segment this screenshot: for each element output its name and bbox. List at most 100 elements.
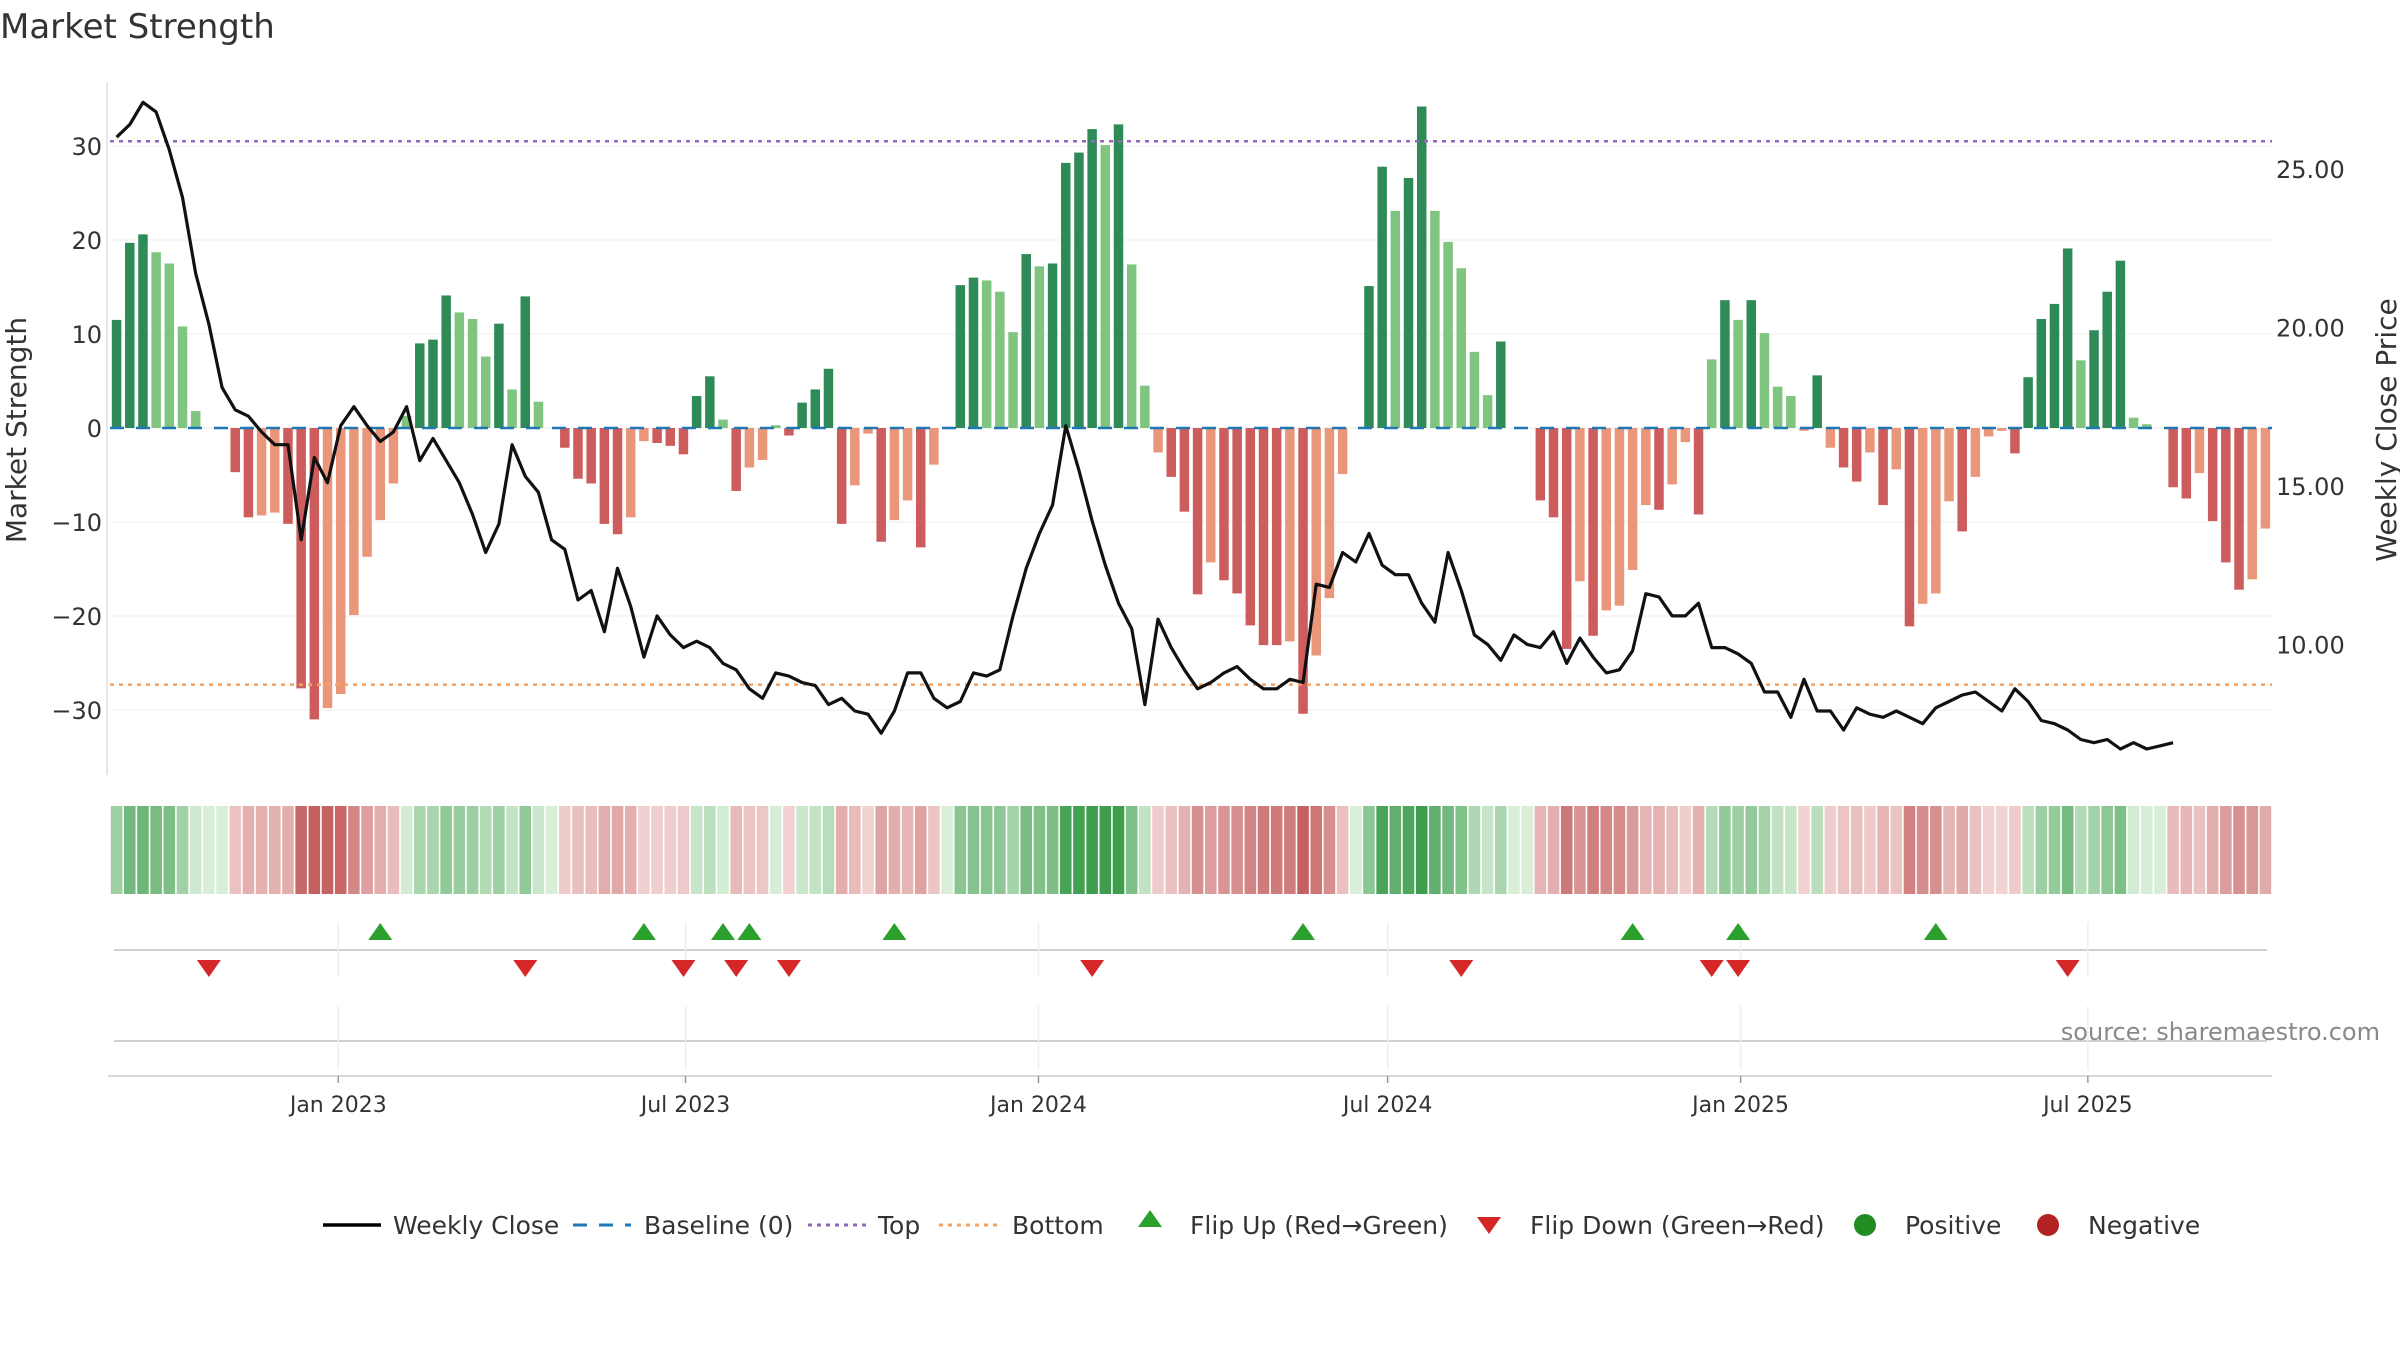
strip-cell [1824,806,1837,894]
strip-cell [163,806,176,894]
strip-cell [2167,806,2179,894]
flip-markers [114,922,2267,1070]
strength-bar [2089,330,2099,428]
flip-up-marker [368,923,393,940]
strength-bar [1759,333,1770,428]
strip-cell [1336,806,1349,894]
strip-cell [1033,806,1046,894]
strength-bar [902,428,913,501]
legend-swatch [1138,1210,1162,1227]
strength-bar [1561,428,1572,649]
strip-cell [2088,806,2100,894]
strip-cell [1323,806,1336,894]
strength-bar [810,389,821,428]
legend-item: Positive [1854,1211,2001,1240]
strength-bar [1680,428,1691,443]
strip-cell [1890,806,1903,894]
strength-bar [2010,428,2020,454]
strength-bar [1232,428,1242,594]
strip-cell [203,806,215,894]
strength-bar [1970,428,1981,477]
strength-bar [1219,428,1229,581]
strip-cell [519,806,532,894]
strip-cell [229,806,242,894]
strength-bar [560,428,570,448]
strip-cell [1613,806,1626,894]
strip-cell [875,806,887,894]
strip-cell [967,806,980,894]
strip-cell [1481,806,1494,894]
flip-down-marker [776,960,801,977]
strength-bar [1482,395,1493,428]
axis-layer: 30 20 10 0 −10 −20 −30 25.00 20.00 15.00 10.00 [51,82,2345,775]
strength-bar [230,428,240,473]
strength-bar [2247,428,2257,580]
flip-up-marker [711,923,736,940]
strength-bar [2036,318,2047,428]
strip-cell [1666,806,1678,894]
strip-cell [1995,806,2008,894]
strip-cell [822,806,835,894]
flip-up-marker [631,923,656,940]
strip-cell [1626,806,1639,894]
strip-cell [2193,806,2206,894]
strip-cell [545,806,558,894]
strip-cell [1112,806,1125,894]
strip-cell [1587,806,1599,894]
strength-bar [125,242,135,428]
strength-bar [1693,428,1704,515]
strip-cell [2101,806,2114,894]
strip-cell [1692,806,1705,894]
strength-bar [1983,428,1994,437]
strength-bar [1337,428,1348,475]
strength-bar [1456,268,1466,428]
strength-bar [889,428,900,521]
flip-down-marker [1449,960,1474,977]
strip-cell [1297,806,1309,894]
strip-cell [308,806,321,894]
strength-bar [797,402,807,428]
strip-cell [2206,806,2219,894]
strength-bar [916,428,926,548]
strip-cell [1930,806,1942,894]
strength-bar [1772,386,1783,428]
strength-bar [757,428,768,460]
strength-bar [454,312,465,428]
strip-cell [2154,806,2166,894]
strip-cell [440,806,452,894]
x-tick-label: Jul 2023 [639,1093,731,1118]
strength-bar [520,296,531,428]
legend-swatch [1477,1217,1501,1234]
legend-label: Weekly Close [393,1211,559,1240]
reference-lines [110,140,2272,686]
y-tick-label: 30 [71,133,102,161]
strength-bar [691,396,702,428]
strength-bar [612,428,623,535]
strip-cell [1903,806,1916,894]
strip-cell [1073,806,1085,894]
strip-cell [2220,806,2232,894]
strength-bar [2234,428,2244,590]
strip-cell [2246,806,2259,894]
y2-tick-label: 20.00 [2276,314,2345,342]
strip-cell [1376,806,1388,894]
strength-bar [2142,424,2152,428]
legend-label: Positive [1905,1211,2001,1240]
strip-cell [835,806,848,894]
strip-cell [1705,806,1718,894]
signal-strip [110,806,2272,894]
strength-bar [138,234,148,428]
strip-cell [1745,806,1758,894]
chart-title: Market Strength [0,7,275,47]
strength-bar [718,419,728,428]
strip-cell [427,806,439,894]
strength-bar [1153,428,1163,453]
strength-bar [981,280,992,428]
strength-bar [283,428,293,524]
strip-cell [1916,806,1929,894]
strip-cell [598,806,611,894]
legend-swatch [2037,1214,2059,1236]
strip-cell [2140,806,2153,894]
strength-bar [494,323,504,428]
strength-bar [1535,428,1546,501]
